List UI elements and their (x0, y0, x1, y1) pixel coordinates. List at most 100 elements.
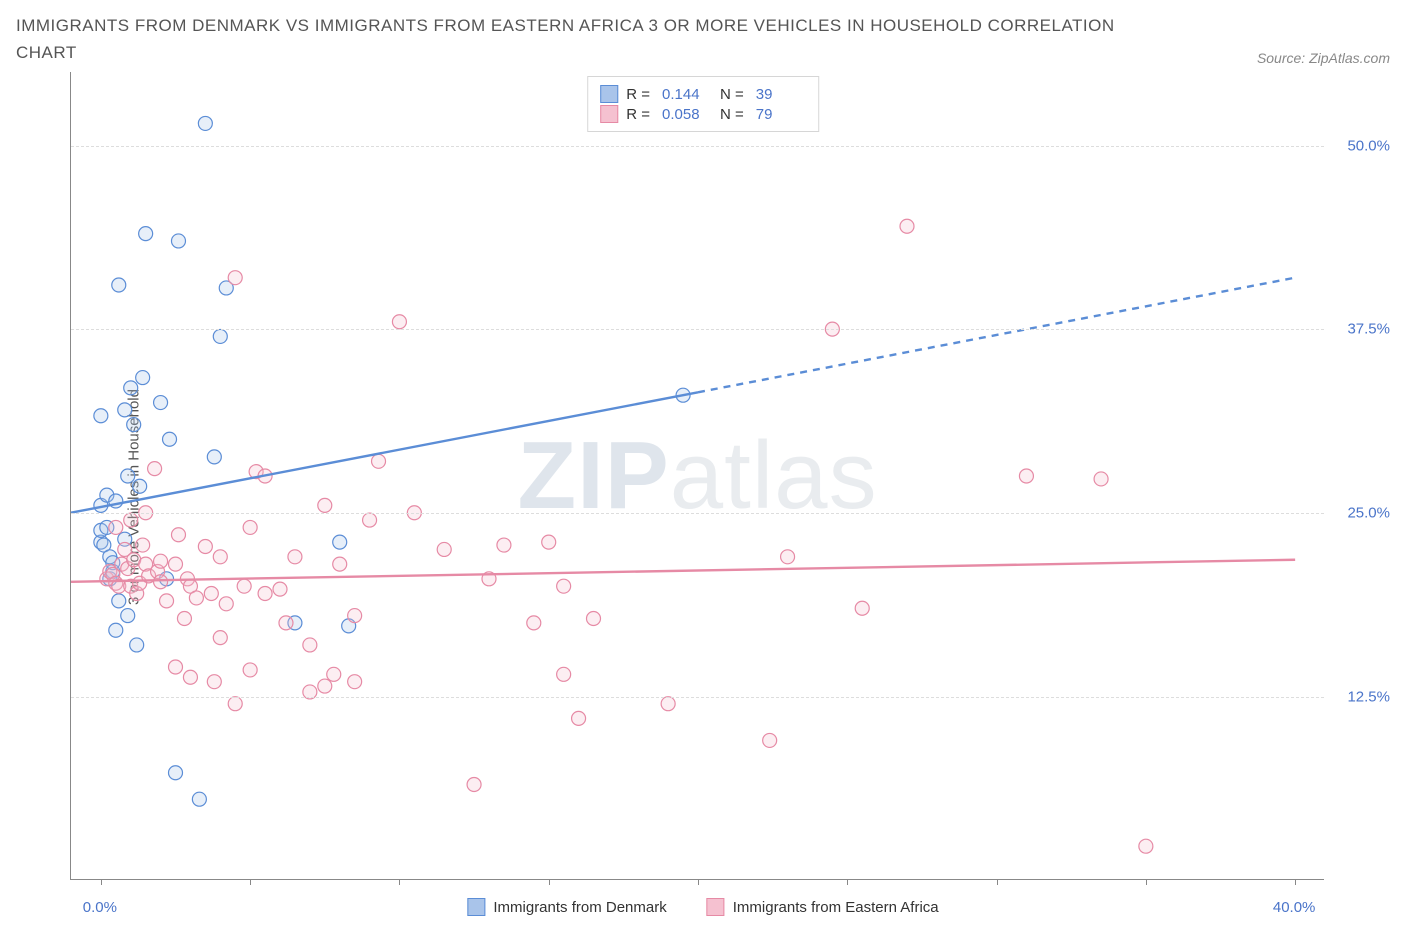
scatter-point (136, 538, 150, 552)
trend-line (71, 560, 1295, 582)
scatter-point (192, 793, 206, 807)
gridline (71, 329, 1324, 330)
scatter-point (127, 418, 141, 432)
legend-swatch-pink (707, 898, 725, 916)
scatter-point (327, 668, 341, 682)
y-tick-label: 25.0% (1347, 505, 1390, 522)
x-tick (549, 879, 550, 885)
scatter-point (109, 521, 123, 535)
legend-item: Immigrants from Denmark (467, 898, 666, 916)
scatter-point (121, 609, 135, 623)
scatter-point (198, 540, 212, 554)
gridline (71, 697, 1324, 698)
scatter-point (1094, 472, 1108, 486)
scatter-point (228, 271, 242, 285)
scatter-point (139, 227, 153, 241)
scatter-point (273, 582, 287, 596)
gridline (71, 513, 1324, 514)
scatter-point (288, 550, 302, 564)
scatter-point (213, 550, 227, 564)
x-tick (101, 879, 102, 885)
y-tick-label: 50.0% (1347, 137, 1390, 154)
gridline (71, 146, 1324, 147)
scatter-point (109, 624, 123, 638)
scatter-point (118, 403, 132, 417)
scatter-point (348, 675, 362, 689)
x-tick (698, 879, 699, 885)
scatter-point (112, 278, 126, 292)
trend-line (71, 393, 698, 513)
scatter-point (148, 462, 162, 476)
scatter-point (348, 609, 362, 623)
scatter-point (372, 455, 386, 469)
scatter-point (207, 450, 221, 464)
x-tick-label: 0.0% (83, 899, 117, 916)
legend-row: R = 0.058 N = 79 (600, 105, 806, 123)
legend-row: R = 0.144 N = 39 (600, 85, 806, 103)
scatter-point (237, 580, 251, 594)
scatter-point (527, 616, 541, 630)
legend-swatch-pink (600, 105, 618, 123)
x-tick-label: 40.0% (1273, 899, 1316, 916)
legend-series: Immigrants from Denmark Immigrants from … (467, 898, 938, 916)
x-tick (399, 879, 400, 885)
scatter-point (163, 433, 177, 447)
scatter-point (557, 580, 571, 594)
scatter-point (279, 616, 293, 630)
scatter-point (572, 712, 586, 726)
scatter-point (171, 234, 185, 248)
trend-line-extrapolated (698, 278, 1295, 393)
plot-area: ZIPatlas (70, 72, 1324, 880)
legend-swatch-blue (467, 898, 485, 916)
scatter-point (855, 602, 869, 616)
legend-item: Immigrants from Eastern Africa (707, 898, 939, 916)
scatter-point (900, 220, 914, 234)
scatter-point (258, 587, 272, 601)
scatter-point (318, 499, 332, 513)
scatter-point (94, 409, 108, 423)
scatter-point (333, 535, 347, 549)
scatter-point (587, 612, 601, 626)
scatter-point (121, 469, 135, 483)
scatter-point (154, 396, 168, 410)
x-tick (847, 879, 848, 885)
y-tick-label: 37.5% (1347, 321, 1390, 338)
x-tick (997, 879, 998, 885)
scatter-point (124, 381, 138, 395)
scatter-point (437, 543, 451, 557)
scatter-point (169, 766, 183, 780)
scatter-point (112, 594, 126, 608)
chart-container: 3 or more Vehicles in Household ZIPatlas… (16, 72, 1390, 922)
scatter-point (169, 660, 183, 674)
legend-correlation: R = 0.144 N = 39 R = 0.058 N = 79 (587, 76, 819, 132)
scatter-point (213, 330, 227, 344)
scatter-point (136, 371, 150, 385)
scatter-point (1019, 469, 1033, 483)
scatter-point (189, 591, 203, 605)
scatter-point (171, 528, 185, 542)
scatter-point (333, 558, 347, 572)
scatter-point (177, 612, 191, 626)
chart-title: IMMIGRANTS FROM DENMARK VS IMMIGRANTS FR… (16, 12, 1166, 66)
scatter-point (661, 697, 675, 711)
scatter-point (228, 697, 242, 711)
scatter-point (130, 638, 144, 652)
scatter-point (303, 638, 317, 652)
x-tick (1146, 879, 1147, 885)
scatter-point (781, 550, 795, 564)
scatter-point (467, 778, 481, 792)
plot-svg (71, 72, 1324, 879)
scatter-point (124, 513, 138, 527)
legend-swatch-blue (600, 85, 618, 103)
scatter-point (133, 480, 147, 494)
scatter-point (204, 587, 218, 601)
scatter-point (207, 675, 221, 689)
x-tick (250, 879, 251, 885)
scatter-point (213, 631, 227, 645)
scatter-point (497, 538, 511, 552)
scatter-point (243, 521, 257, 535)
scatter-point (318, 679, 332, 693)
scatter-point (1139, 840, 1153, 854)
scatter-point (160, 594, 174, 608)
scatter-point (183, 671, 197, 685)
